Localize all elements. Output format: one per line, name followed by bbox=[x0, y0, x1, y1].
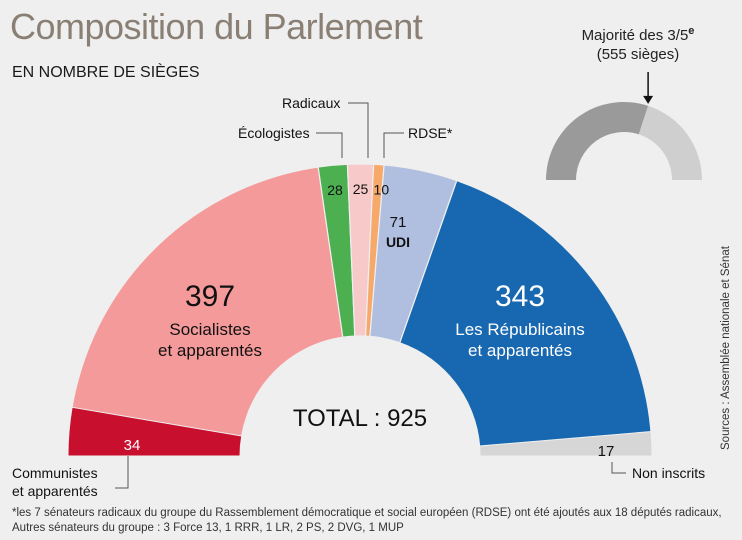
label-republicains-line2: et apparentés bbox=[468, 341, 572, 360]
total-label: TOTAL : 925 bbox=[293, 405, 427, 432]
gauge-pointer-arrow bbox=[643, 95, 654, 104]
gauge-majority-arc bbox=[546, 101, 649, 180]
label-socialistes-line2: et apparentés bbox=[158, 341, 262, 360]
label-socialistes-line1: Socialistes bbox=[169, 320, 250, 339]
value-label-communistes: 34 bbox=[124, 437, 141, 454]
gauge-remaining-arc bbox=[638, 105, 702, 180]
leader-radicaux bbox=[348, 102, 369, 158]
leader-ecologistes bbox=[316, 132, 343, 158]
arc-non-inscrits bbox=[479, 431, 653, 457]
majority-label: Majorité des 3/5 bbox=[581, 27, 689, 44]
value-label-socialistes: 397 bbox=[185, 280, 235, 313]
value-label-republicains: 343 bbox=[495, 280, 545, 313]
majority-legend: Majorité des 3/5e (555 sièges) bbox=[558, 22, 718, 64]
chart-subtitle: EN NOMBRE DE SIÈGES bbox=[12, 64, 200, 81]
arc-socialistes-et-apparent-s bbox=[67, 166, 344, 457]
label-republicains-line1: Les Républicains bbox=[455, 320, 584, 339]
footnote-line-2: Autres sénateurs du groupe : 3 Force 13,… bbox=[12, 522, 404, 534]
value-label-udi: 71 bbox=[390, 214, 407, 231]
majority-sup: e bbox=[688, 25, 695, 37]
leader-non-inscrits bbox=[611, 462, 626, 474]
source-note: Sources : Assemblée nationale et Sénat bbox=[720, 246, 732, 450]
callout-communistes-line2: et apparentés bbox=[12, 483, 98, 499]
chart-title: Composition du Parlement bbox=[10, 6, 423, 47]
value-label-ecologistes: 28 bbox=[327, 182, 343, 198]
value-label-radicaux: 25 bbox=[353, 181, 369, 197]
footnote: *les 7 sénateurs radicaux du groupe du R… bbox=[12, 506, 732, 536]
label-udi: UDI bbox=[386, 234, 410, 250]
value-label-non-inscrits: 17 bbox=[598, 443, 615, 460]
callout-communistes-line1: Communistes bbox=[12, 465, 98, 481]
leader-communistes bbox=[115, 456, 129, 489]
callout-ecologistes: Écologistes bbox=[238, 125, 310, 141]
arc-communistes bbox=[67, 406, 243, 457]
callout-radicaux: Radicaux bbox=[282, 95, 340, 111]
arc-les-r-publicains-et-apparent-s bbox=[399, 179, 653, 457]
value-label-rdse: 10 bbox=[374, 182, 390, 198]
callout-non-inscrits: Non inscrits bbox=[632, 465, 705, 481]
majority-seats-label: (555 sièges) bbox=[596, 46, 680, 63]
footnote-line-1: *les 7 sénateurs radicaux du groupe du R… bbox=[12, 507, 722, 519]
callout-rdse: RDSE* bbox=[408, 125, 453, 141]
leader-rdse bbox=[383, 132, 404, 158]
